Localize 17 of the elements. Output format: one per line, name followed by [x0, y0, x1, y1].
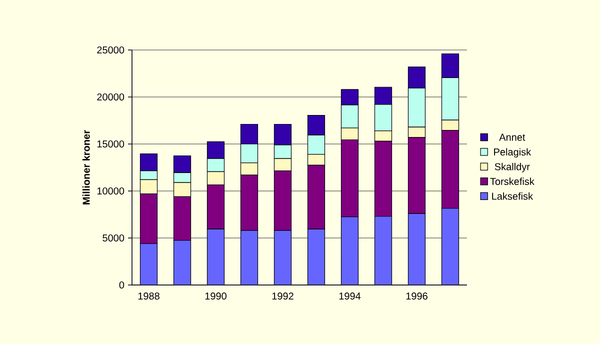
- y-tick-label: 10000: [97, 187, 124, 195]
- y-tick-label: 25000: [97, 46, 124, 54]
- y-tick-label: 15000: [97, 140, 124, 148]
- legend-label: Pelagisk: [494, 148, 532, 158]
- x-tick-label: 1992: [272, 292, 294, 300]
- x-tick-label: 1990: [205, 292, 226, 300]
- y-tick-label: 20000: [97, 93, 124, 101]
- y-tick-label: 0: [119, 281, 124, 289]
- legend-label: Torskefisk: [490, 178, 534, 186]
- x-tick-label: 1988: [138, 292, 160, 300]
- legend-label: Laksefisk: [492, 192, 534, 200]
- x-tick-label: 1994: [339, 292, 361, 300]
- legend-label: Annet: [499, 134, 526, 141]
- y-axis-title: Millioner kroner: [82, 130, 90, 204]
- y-tick-label: 5000: [102, 234, 124, 242]
- x-tick-label: 1996: [406, 292, 428, 300]
- legend-label: Skalldyr: [494, 162, 530, 172]
